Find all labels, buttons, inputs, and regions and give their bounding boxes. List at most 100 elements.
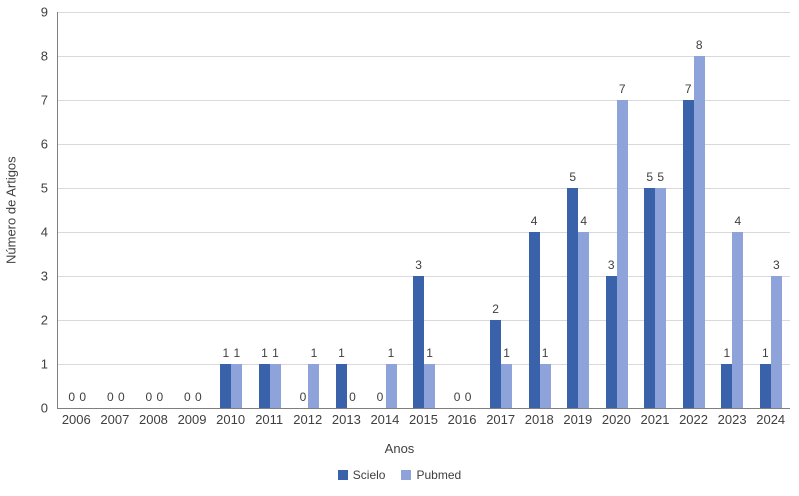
bar-rect	[616, 100, 628, 408]
x-axis-title: Anos	[384, 441, 415, 456]
data-label-scielo-2019: 5	[569, 170, 577, 184]
data-label-pubmed-2024: 3	[772, 258, 780, 272]
x-tick-label-2015: 2015	[409, 412, 438, 427]
bar-pubmed-2016: 0	[463, 12, 474, 408]
x-tick-label-2006: 2006	[61, 412, 91, 427]
bar-scielo-2019: 5	[567, 12, 579, 408]
bar-rect	[308, 364, 320, 408]
bar-rect	[682, 100, 694, 408]
y-axis-ticks: 0 1 2 3 4 5 6 7 8 9	[0, 6, 48, 415]
x-tick-label-2014: 2014	[370, 412, 400, 427]
legend-item-scielo: Scielo	[337, 468, 385, 482]
x-tick-label-2011: 2011	[255, 412, 284, 427]
y-tick-label: 1	[40, 356, 48, 372]
x-tick-label-2020: 2020	[601, 412, 631, 427]
data-label-pubmed-2021: 5	[657, 170, 665, 184]
legend: Scielo Pubmed	[0, 468, 799, 482]
bar-scielo-2015: 3	[413, 12, 425, 408]
bar-pubmed-2009: 0	[193, 12, 204, 408]
x-tick-label-2009: 2009	[177, 412, 207, 427]
bar-pubmed-2011: 1	[269, 12, 281, 408]
data-label-pubmed-2022: 8	[695, 38, 703, 52]
gridline	[58, 143, 790, 145]
data-label-scielo-2009: 0	[184, 390, 191, 404]
legend-item-pubmed: Pubmed	[401, 468, 461, 482]
bar-rect	[644, 188, 656, 408]
y-tick-label: 7	[40, 92, 48, 108]
gridline	[58, 55, 790, 57]
data-label-scielo-2007: 0	[106, 390, 114, 404]
data-label-scielo-2024: 1	[761, 346, 769, 360]
x-tick-label-2017: 2017	[486, 412, 516, 427]
bar-scielo-2022: 7	[682, 12, 694, 408]
data-label-scielo-2011: 1	[261, 346, 268, 360]
x-tick-label-2022: 2022	[679, 412, 708, 427]
y-tick-label: 5	[40, 180, 48, 196]
y-tick-label: 2	[40, 312, 48, 328]
bar-pubmed-2010: 1	[231, 12, 243, 408]
x-tick-label-2016: 2016	[447, 412, 477, 427]
data-label-scielo-2017: 2	[492, 302, 499, 316]
bar-pubmed-2007: 0	[116, 12, 127, 408]
data-label-scielo-2016: 0	[453, 390, 461, 404]
x-tick-label-2021: 2021	[640, 412, 670, 427]
bar-rect	[539, 364, 551, 408]
data-label-pubmed-2017: 1	[503, 346, 510, 360]
bar-pubmed-2024: 3	[770, 12, 782, 408]
bar-rect	[693, 56, 705, 408]
gridline	[58, 187, 790, 189]
data-label-pubmed-2015: 1	[426, 346, 433, 360]
x-axis-ticks: 2006 2007 2008 2009 2010 2011 2012 2013 2014 2015…	[57, 412, 790, 427]
data-label-scielo-2013: 1	[338, 346, 345, 360]
bar-rect	[567, 188, 579, 408]
data-label-pubmed-2020: 7	[618, 82, 626, 96]
bar-scielo-2012: 0	[297, 12, 308, 408]
data-label-pubmed-2014: 1	[387, 346, 395, 360]
x-tick-label-2007: 2007	[100, 412, 130, 427]
bar-rect	[655, 188, 667, 408]
data-label-scielo-2008: 0	[145, 390, 153, 404]
bar-rect	[335, 364, 347, 408]
data-label-pubmed-2012: 1	[310, 346, 318, 360]
y-tick-label: 0	[40, 400, 48, 416]
bar-scielo-2011: 1	[258, 12, 270, 408]
data-label-scielo-2014: 0	[376, 390, 384, 404]
x-tick-label-2024: 2024	[756, 412, 786, 427]
data-label-scielo-2018: 4	[530, 214, 538, 228]
data-label-pubmed-2011: 1	[272, 346, 279, 360]
data-label-pubmed-2019: 4	[580, 214, 588, 228]
bar-pubmed-2013: 0	[347, 12, 358, 408]
bar-scielo-2018: 4	[528, 12, 540, 408]
bar-scielo-2023: 1	[721, 12, 733, 408]
bar-scielo-2013: 1	[335, 12, 347, 408]
data-label-scielo-2015: 3	[415, 258, 422, 272]
y-tick-label: 9	[40, 4, 48, 20]
bar-pubmed-2021: 5	[655, 12, 667, 408]
bar-scielo-2008: 0	[143, 12, 154, 408]
bar-scielo-2007: 0	[105, 12, 116, 408]
bar-pubmed-2017: 1	[501, 12, 513, 408]
bar-pubmed-2008: 0	[154, 12, 165, 408]
bar-pubmed-2019: 4	[578, 12, 590, 408]
x-tick-label-2012: 2012	[293, 412, 323, 427]
data-label-pubmed-2008: 0	[156, 390, 164, 404]
bar-pubmed-2022: 8	[693, 12, 705, 408]
bar-rect	[424, 364, 436, 408]
x-tick-label-2010: 2010	[216, 412, 246, 427]
bar-pubmed-2020: 7	[616, 12, 628, 408]
x-tick-label-2008: 2008	[138, 412, 168, 427]
bar-rect	[732, 232, 744, 408]
x-tick-label-2018: 2018	[524, 412, 554, 427]
data-label-scielo-2023: 1	[723, 346, 731, 360]
data-label-pubmed-2009: 0	[195, 390, 202, 404]
bar-rect	[721, 364, 733, 408]
